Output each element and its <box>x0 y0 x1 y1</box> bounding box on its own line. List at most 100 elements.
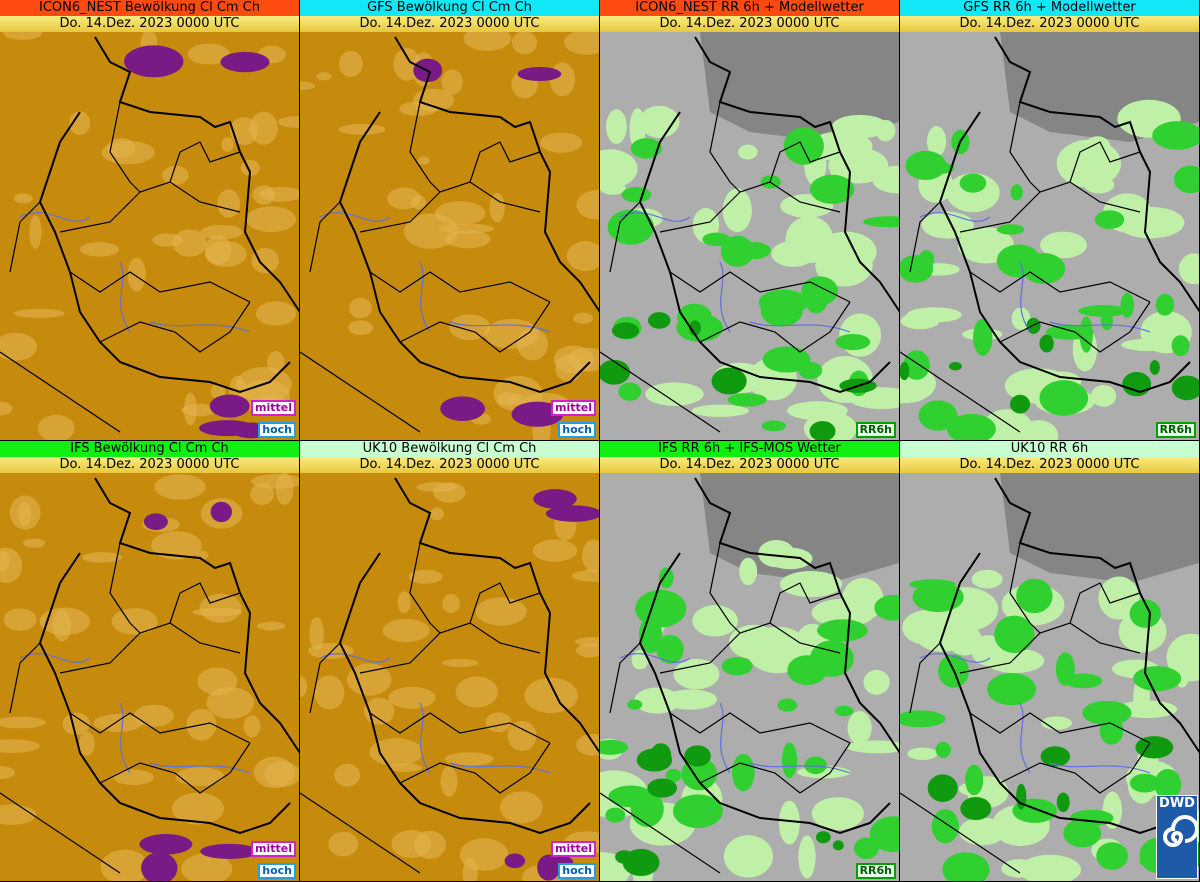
panel-date: Do. 14.Dez. 2023 0000 UTC <box>0 16 299 32</box>
panel-title: GFS RR 6h + Modellwetter <box>900 0 1199 16</box>
panel-date: Do. 14.Dez. 2023 0000 UTC <box>0 457 299 473</box>
border <box>0 642 121 874</box>
legend-tag: hoch <box>558 863 596 879</box>
legend-tag: mittel <box>551 841 596 857</box>
panel-date: Do. 14.Dez. 2023 0000 UTC <box>600 457 899 473</box>
border <box>959 622 1141 674</box>
river <box>419 261 431 333</box>
border <box>600 201 721 433</box>
legend-tag: mittel <box>251 400 296 416</box>
river <box>449 762 551 774</box>
border <box>969 271 1151 303</box>
map <box>900 473 1199 881</box>
border <box>394 36 599 313</box>
map-panel: IFS Bewölkung Cl Cm Ch Do. 14.Dez. 2023 0… <box>0 441 299 881</box>
river <box>1019 702 1031 774</box>
border <box>900 642 1021 874</box>
border <box>109 101 241 193</box>
river <box>719 702 731 774</box>
border <box>1009 101 1141 193</box>
border <box>59 622 241 674</box>
logo-spiral <box>1163 815 1199 847</box>
border <box>659 622 841 674</box>
map <box>600 32 899 440</box>
map-panel: ICON6_NEST Bewölkung Cl Cm Ch Do. 14.Dez.… <box>0 0 299 440</box>
panel-date: Do. 14.Dez. 2023 0000 UTC <box>300 457 599 473</box>
river <box>449 321 551 333</box>
panel-date: Do. 14.Dez. 2023 0000 UTC <box>600 16 899 32</box>
panel-title: UK10 Bewölkung Cl Cm Ch <box>300 441 599 457</box>
river <box>119 261 131 333</box>
legend-tag: RR6h <box>855 863 896 879</box>
map-panel: UK10 Bewölkung Cl Cm Ch Do. 14.Dez. 2023 … <box>300 441 599 881</box>
map-panel: GFS Bewölkung Cl Cm Ch Do. 14.Dez. 2023 0… <box>300 0 599 440</box>
river <box>149 762 251 774</box>
panel-title: ICON6_NEST RR 6h + Modellwetter <box>600 0 899 16</box>
legend-tag: mittel <box>251 841 296 857</box>
border <box>900 201 1021 433</box>
border <box>300 642 421 874</box>
logo-text: DWD <box>1159 796 1195 811</box>
border <box>300 201 421 433</box>
map <box>0 32 299 440</box>
border <box>994 36 1199 313</box>
border <box>669 271 851 303</box>
border <box>709 101 841 193</box>
border <box>600 642 721 874</box>
border <box>694 477 899 754</box>
border <box>99 301 251 353</box>
border <box>94 477 299 754</box>
border <box>999 742 1151 794</box>
river <box>1049 762 1151 774</box>
map-panel: GFS RR 6h + Modellwetter Do. 14.Dez. 2023… <box>900 0 1199 440</box>
legend-tag: hoch <box>258 422 296 438</box>
dwd-logo: DWD <box>1156 795 1199 879</box>
border <box>59 181 241 233</box>
panel-date: Do. 14.Dez. 2023 0000 UTC <box>300 16 599 32</box>
map <box>300 473 599 881</box>
border <box>109 542 241 634</box>
panel-title: UK10 RR 6h <box>900 441 1199 457</box>
map <box>300 32 599 440</box>
border <box>94 36 299 313</box>
border <box>399 301 551 353</box>
border <box>959 181 1141 233</box>
map <box>600 473 899 881</box>
border <box>659 181 841 233</box>
border <box>999 301 1151 353</box>
border <box>969 712 1151 744</box>
river <box>149 321 251 333</box>
border <box>369 712 551 744</box>
border <box>69 271 251 303</box>
border <box>69 712 251 744</box>
legend-tag: mittel <box>551 400 596 416</box>
river <box>719 261 731 333</box>
border <box>399 742 551 794</box>
map-panel: IFS RR 6h + IFS-MOS Wetter Do. 14.Dez. 20… <box>600 441 899 881</box>
border <box>994 477 1199 754</box>
border <box>409 101 541 193</box>
river <box>749 762 851 774</box>
legend-tag: hoch <box>258 863 296 879</box>
river <box>749 321 851 333</box>
river <box>119 702 131 774</box>
panel-title: IFS Bewölkung Cl Cm Ch <box>0 441 299 457</box>
panel-date: Do. 14.Dez. 2023 0000 UTC <box>900 16 1199 32</box>
border <box>699 742 851 794</box>
border <box>0 201 121 433</box>
border <box>1009 542 1141 634</box>
border <box>359 622 541 674</box>
legend-tag: RR6h <box>855 422 896 438</box>
legend-tag: hoch <box>558 422 596 438</box>
panel-title: GFS Bewölkung Cl Cm Ch <box>300 0 599 16</box>
border <box>409 542 541 634</box>
border <box>99 742 251 794</box>
panel-title: IFS RR 6h + IFS-MOS Wetter <box>600 441 899 457</box>
map <box>900 32 1199 440</box>
river <box>1049 321 1151 333</box>
border <box>699 301 851 353</box>
border <box>359 181 541 233</box>
map-panel: ICON6_NEST RR 6h + Modellwetter Do. 14.De… <box>600 0 899 440</box>
border <box>694 36 899 313</box>
